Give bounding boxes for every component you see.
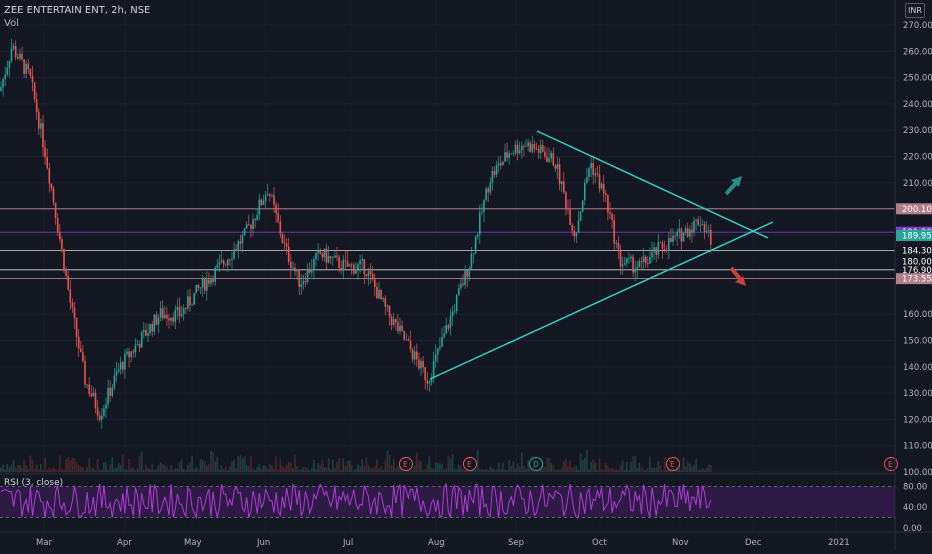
earnings-marker[interactable]: E <box>399 457 413 471</box>
price-tick-label: 270.00 <box>903 21 932 31</box>
time-tick-label: Sep <box>508 538 524 548</box>
lower-trendline[interactable] <box>429 221 774 380</box>
volume-label: Vol <box>4 18 19 29</box>
earnings-marker[interactable]: E <box>463 457 477 471</box>
dividend-marker[interactable]: D <box>529 457 543 471</box>
candles <box>0 38 712 429</box>
svg-text:200.10: 200.10 <box>902 205 932 215</box>
price-axis[interactable]: 270.00 260.00 250.00 240.00 230.00 220.00 210.… <box>894 0 932 550</box>
time-tick-label: 2021 <box>828 538 850 548</box>
svg-text:E: E <box>670 460 675 469</box>
price-badge: 189.95 <box>896 229 932 241</box>
svg-text:E: E <box>888 460 893 469</box>
time-tick-label: Jul <box>342 538 353 548</box>
price-tick-label: 210.00 <box>903 179 932 189</box>
rsi-pane <box>0 482 895 520</box>
svg-text:176.90: 176.90 <box>902 266 932 276</box>
symbol-title: ZEE ENTERTAIN ENT, 2h, NSE <box>4 5 151 16</box>
svg-text:189.95: 189.95 <box>902 231 932 241</box>
price-tick-label: 250.00 <box>903 74 932 84</box>
time-tick-label: Apr <box>117 538 132 548</box>
time-tick-label: Oct <box>592 538 607 548</box>
price-tick-label: 220.00 <box>903 152 932 162</box>
currency-badge[interactable]: INR <box>905 3 925 18</box>
price-badge: 173.55 <box>896 273 932 285</box>
chart-legend: ZEE ENTERTAIN ENT, 2h, NSE Vol <box>4 4 150 30</box>
price-tick-label: 110.00 <box>903 442 932 452</box>
price-badge: 200.10 <box>896 203 932 215</box>
horizontal-lines <box>0 208 895 280</box>
time-tick-label: Nov <box>672 538 689 548</box>
price-badge: 180.00 <box>902 258 932 268</box>
svg-text:D: D <box>533 460 539 469</box>
earnings-marker[interactable]: E <box>884 457 898 471</box>
price-badge: 184.30 <box>902 246 932 256</box>
price-tick-label: 140.00 <box>903 363 932 373</box>
price-tick-label: 100.00 <box>903 468 932 478</box>
svg-text:173.55: 173.55 <box>902 275 932 285</box>
price-tick-label: 160.00 <box>903 310 932 320</box>
earnings-marker[interactable]: E <box>666 457 680 471</box>
trendlines[interactable] <box>429 130 774 380</box>
price-tick-label: 240.00 <box>903 100 932 110</box>
time-tick-label: Aug <box>428 538 445 548</box>
time-tick-label: Jun <box>256 538 270 548</box>
svg-text:184.30: 184.30 <box>902 246 932 256</box>
price-badge: 176.90 <box>902 266 932 276</box>
price-tick-label: 230.00 <box>903 126 932 136</box>
rsi-tick-label: 0.00 <box>903 524 922 534</box>
arrow-up-icon <box>724 176 742 196</box>
time-tick-label: May <box>184 538 202 548</box>
arrow-down-icon <box>729 266 746 286</box>
rsi-tick-label: 80.00 <box>903 482 927 492</box>
price-tick-label: 120.00 <box>903 415 932 425</box>
time-axis[interactable]: Mar Apr May Jun Jul Aug Sep Oct Nov Dec 2021 <box>0 531 932 548</box>
svg-text:E: E <box>467 460 472 469</box>
upper-trendline[interactable] <box>536 130 769 239</box>
time-tick-label: Mar <box>36 538 53 548</box>
svg-text:180.00: 180.00 <box>902 258 932 268</box>
price-tick-label: 150.00 <box>903 337 932 347</box>
time-tick-label: Dec <box>745 538 762 548</box>
svg-text:E: E <box>403 460 408 469</box>
price-tick-label: 260.00 <box>903 47 932 57</box>
rsi-tick-label: 40.00 <box>903 503 927 513</box>
rsi-line <box>0 482 712 520</box>
price-tick-label: 130.00 <box>903 389 932 399</box>
rsi-legend: RSI (3, close) <box>4 478 64 488</box>
